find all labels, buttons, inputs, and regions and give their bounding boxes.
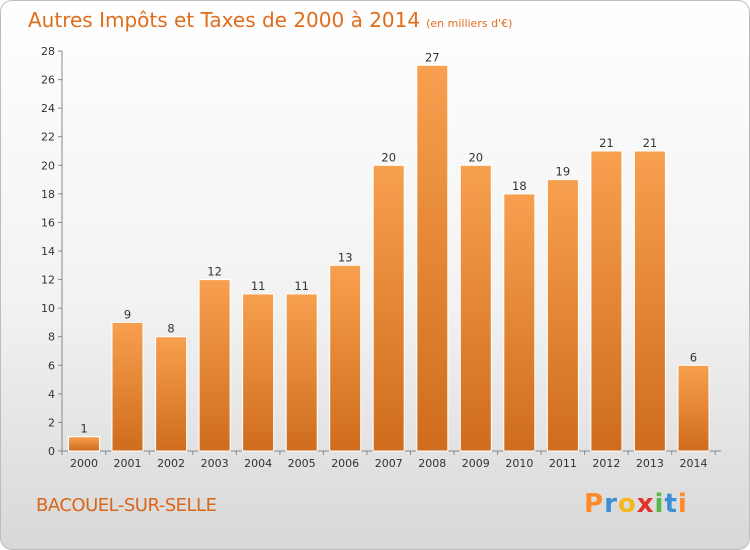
data-label-2014: 6 (690, 350, 697, 364)
bar-2011 (546, 179, 579, 452)
logo-letter: P (584, 489, 605, 519)
logo-letter: o (617, 489, 637, 519)
bar-2013 (633, 150, 666, 452)
x-tick-label-2005: 2005 (288, 457, 316, 470)
x-tick-label-2006: 2006 (331, 457, 359, 470)
y-tick-label: 14 (41, 245, 55, 258)
data-label-2011: 19 (556, 165, 571, 179)
data-label-2009: 20 (468, 150, 483, 164)
city-name: BACOUEL-SUR-SELLE (36, 495, 217, 516)
y-tick-label: 8 (48, 331, 55, 344)
data-label-2006: 13 (338, 250, 353, 264)
logo-letter: x (636, 489, 655, 519)
y-tick-label: 0 (48, 445, 55, 458)
data-label-2007: 20 (381, 150, 396, 164)
y-tick-label: 12 (41, 274, 55, 287)
x-tick-label-2001: 2001 (114, 457, 142, 470)
logo-letter: i (677, 489, 688, 519)
y-tick-label: 4 (48, 388, 55, 401)
logo-letter: i (654, 489, 665, 519)
y-tick-label: 18 (41, 188, 55, 201)
y-tick-label: 22 (41, 131, 55, 144)
x-tick-label-2004: 2004 (244, 457, 272, 470)
data-label-2010: 18 (512, 179, 527, 193)
bar-2004 (242, 293, 275, 452)
data-label-2012: 21 (599, 136, 614, 150)
chart-unit-note: (en milliers d'€) (426, 17, 513, 30)
bar-2003 (198, 279, 231, 452)
chart-title: Autres Impôts et Taxes de 2000 à 2014 (en… (28, 8, 512, 32)
x-tick-label-2008: 2008 (418, 457, 446, 470)
chart-bars (68, 64, 710, 452)
bar-2001 (111, 321, 144, 452)
proxiti-logo[interactable]: Proxiti (584, 489, 688, 519)
x-tick-label-2011: 2011 (549, 457, 577, 470)
x-tick-label-2009: 2009 (462, 457, 490, 470)
x-tick-label-2000: 2000 (70, 457, 98, 470)
data-label-2004: 11 (251, 279, 266, 293)
bar-2009 (459, 164, 492, 452)
x-tick-label-2007: 2007 (375, 457, 403, 470)
data-label-2005: 11 (294, 279, 309, 293)
y-tick-label: 10 (41, 302, 55, 315)
y-tick-label: 28 (41, 45, 55, 58)
bar-2007 (372, 164, 405, 452)
chart-title-text: Autres Impôts et Taxes de 2000 à 2014 (28, 8, 421, 32)
bar-2010 (503, 193, 536, 452)
x-tick-label-2014: 2014 (679, 457, 707, 470)
data-label-2013: 21 (643, 136, 658, 150)
bar-2008 (416, 64, 449, 452)
x-tick-label-2010: 2010 (505, 457, 533, 470)
y-tick-label: 16 (41, 216, 55, 229)
data-label-2002: 8 (167, 322, 174, 336)
x-tick-label-2003: 2003 (201, 457, 229, 470)
x-tick-label-2013: 2013 (636, 457, 664, 470)
data-label-2001: 9 (124, 307, 131, 321)
bar-2014 (677, 364, 710, 452)
logo-letter: r (604, 489, 618, 519)
bar-2006 (329, 264, 362, 452)
x-tick-label-2002: 2002 (157, 457, 185, 470)
bar-2005 (285, 293, 318, 452)
y-tick-label: 26 (41, 74, 55, 87)
x-tick-label-2012: 2012 (592, 457, 620, 470)
bar-2002 (155, 336, 188, 452)
bar-2000 (68, 436, 100, 452)
bar-2012 (590, 150, 623, 452)
y-tick-label: 20 (41, 159, 55, 172)
logo-letter: t (664, 489, 678, 519)
data-label-2000: 1 (80, 422, 87, 436)
data-label-2003: 12 (207, 265, 222, 279)
y-tick-label: 6 (48, 359, 55, 372)
data-label-2008: 27 (425, 50, 440, 64)
y-tick-label: 24 (41, 102, 55, 115)
y-tick-label: 2 (48, 416, 55, 429)
